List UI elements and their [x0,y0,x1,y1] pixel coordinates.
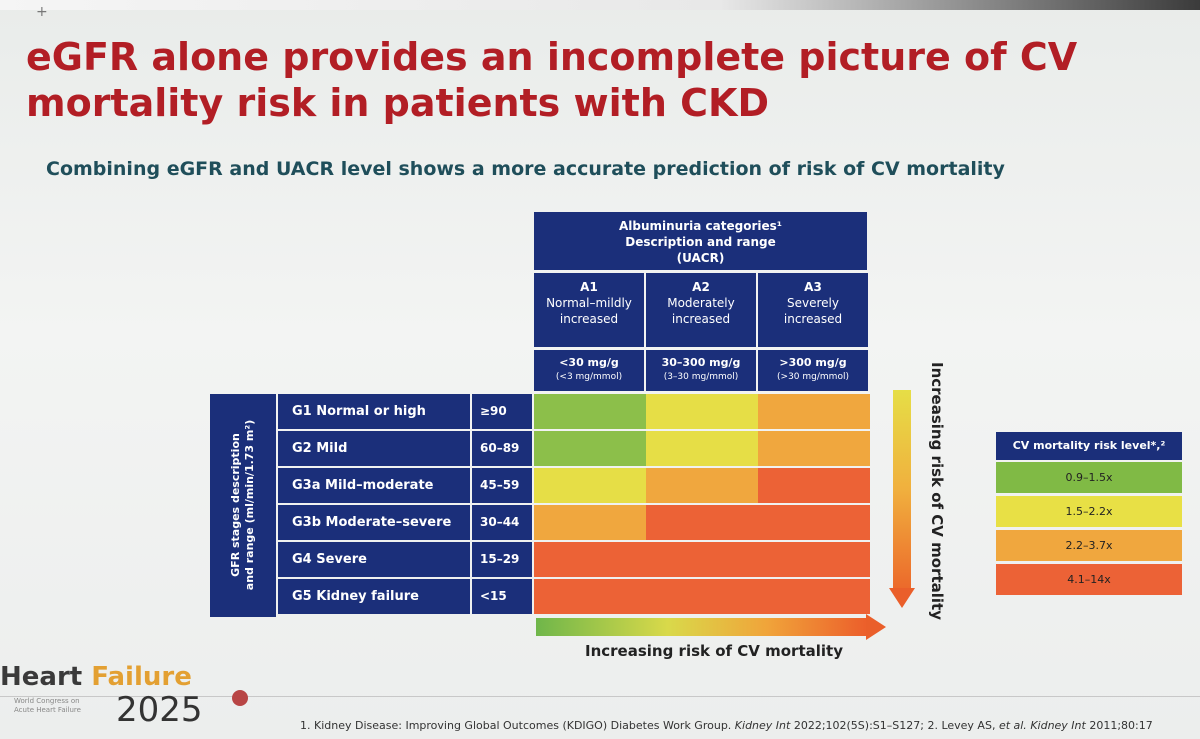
footnote: 1. Kidney Disease: Improving Global Outc… [300,719,1153,732]
plus-icon: + [36,4,48,20]
brand-sub-line2: Acute Heart Failure [14,706,81,714]
gfr-range-g3b: 30–44 [472,505,532,540]
gfr-side-label: GFR stages description and range (ml/min… [210,394,276,617]
heatmap-cell [534,394,646,429]
legend-header: CV mortality risk level*,² [996,432,1182,460]
brand-year: 2025 [116,690,203,730]
gfr-side-line1: GFR stages description [229,433,242,577]
horizontal-arrow-label: Increasing risk of CV mortality [585,642,843,660]
gfr-range-g5: <15 [472,579,532,614]
range-mg-g: >300 mg/g [779,356,847,369]
range-mg-mmol: (3–30 mg/mmol) [663,372,739,382]
legend-item-3: 2.2–3.7x [996,530,1182,561]
gfr-row-g3a: G3a Mild–moderate [278,468,470,503]
brand-sub-line1: World Congress on [14,697,80,705]
albuminuria-desc: increased [783,312,843,326]
albuminuria-col-a3: A3 Severely increased [758,273,868,347]
footnote-part2: 2022;102(5S):S1–S127; 2. Levey AS, [790,719,999,732]
heatmap-cell [758,431,870,466]
footnote-part1: 1. Kidney Disease: Improving Global Outc… [300,719,735,732]
albuminuria-header-desc: Description and range [625,235,776,249]
range-mg-mmol: (<3 mg/mmol) [555,372,623,382]
heatmap-cell [758,505,870,540]
gfr-row-g3b: G3b Moderate–severe [278,505,470,540]
albuminuria-desc: Normal–mildly [546,296,632,310]
albuminuria-range-a1: <30 mg/g (<3 mg/mmol) [534,350,644,391]
heatmap-cell [534,505,646,540]
gfr-range-g2: 60–89 [472,431,532,466]
albuminuria-range-a2: 30–300 mg/g (3–30 mg/mmol) [646,350,756,391]
heatmap-cell [534,542,646,577]
brand-name-part2: Failure [91,662,192,692]
heatmap-cell [646,468,758,503]
albuminuria-desc: increased [559,312,619,326]
albuminuria-code: A3 [804,280,822,294]
gfr-range-g3a: 45–59 [472,468,532,503]
brand-name-part1: Heart [0,662,92,692]
horizontal-risk-arrow [536,618,866,636]
footnote-part4: 2011;80:17 [1085,719,1153,732]
gfr-row-g2: G2 Mild [278,431,470,466]
albuminuria-header-uacr: (UACR) [676,251,725,265]
range-mg-g: <30 mg/g [559,356,619,369]
legend-item-2: 1.5–2.2x [996,496,1182,527]
albuminuria-desc: increased [671,312,731,326]
albuminuria-header: Albuminuria categories¹ Description and … [534,212,867,270]
heatmap-cell [534,468,646,503]
heatmap-cell [646,542,758,577]
heatmap-cell [758,468,870,503]
heatmap-cell [646,431,758,466]
gfr-row-g5: G5 Kidney failure [278,579,470,614]
legend-item-1: 0.9–1.5x [996,462,1182,493]
footnote-journal1: Kidney Int [734,719,791,732]
gfr-side-line2: and range (ml/min/1.73 m²) [243,419,256,591]
top-bar [0,0,1200,10]
brand-logo: Heart Failure [0,662,192,692]
gfr-range-g1: ≥90 [472,394,532,429]
albuminuria-col-a2: A2 Moderately increased [646,273,756,347]
albuminuria-header-title: Albuminuria categories¹ [618,219,783,233]
albuminuria-code: A2 [692,280,710,294]
heatmap-cell [758,579,870,614]
vertical-arrow-label: Increasing risk of CV mortality [928,362,946,620]
albuminuria-col-a1: A1 Normal–mildly increased [534,273,644,347]
heatmap-cell [758,394,870,429]
albuminuria-range-a3: >300 mg/g (>30 mg/mmol) [758,350,868,391]
vertical-risk-arrow [893,390,911,588]
legend-item-4: 4.1–14x [996,564,1182,595]
heatmap-cell [758,542,870,577]
heatmap-cell [646,394,758,429]
albuminuria-desc: Moderately [667,296,735,310]
heatmap-cell [646,579,758,614]
gfr-row-g1: G1 Normal or high [278,394,470,429]
heatmap-cell [534,431,646,466]
footnote-journal2: Kidney Int [1030,719,1086,732]
slide-title: eGFR alone provides an incomplete pictur… [26,35,1078,125]
range-mg-g: 30–300 mg/g [661,356,741,369]
range-mg-mmol: (>30 mg/mmol) [777,372,849,382]
brand-subtitle: World Congress on Acute Heart Failure [14,697,81,715]
gfr-range-g4: 15–29 [472,542,532,577]
horizontal-arrow-head [866,614,886,640]
footer-divider [0,696,1200,697]
albuminuria-code: A1 [580,280,598,294]
vertical-arrow-head [889,588,915,608]
heatmap-cell [534,579,646,614]
gfr-side-text: GFR stages description and range (ml/min… [229,420,257,590]
heatmap-cell [646,505,758,540]
footnote-etal: et al. [998,719,1027,732]
albuminuria-desc: Severely [787,296,839,310]
brand-dot-icon [232,690,248,706]
slide-subtitle: Combining eGFR and UACR level shows a mo… [46,158,1005,180]
gfr-row-g4: G4 Severe [278,542,470,577]
